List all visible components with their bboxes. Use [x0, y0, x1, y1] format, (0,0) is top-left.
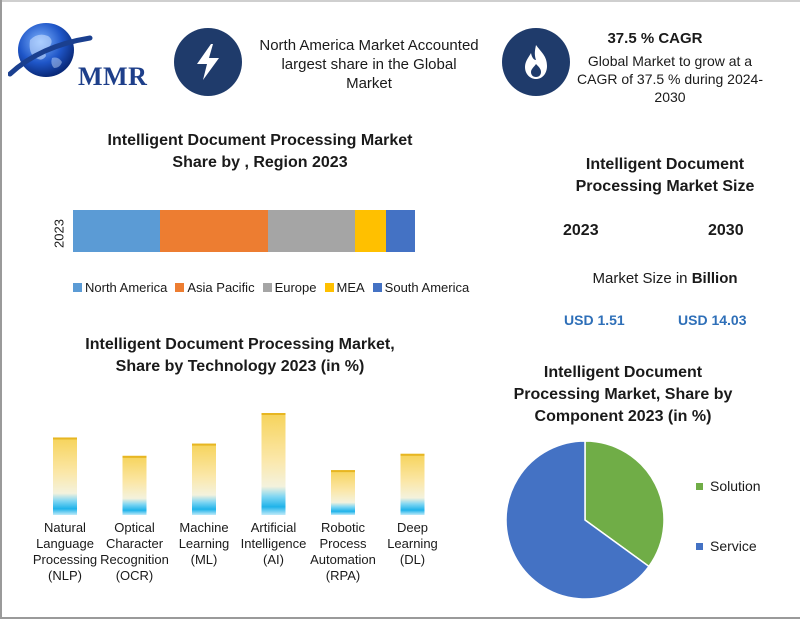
legend-swatch [73, 283, 82, 292]
region-segment-south-america [385, 210, 415, 252]
legend-label: North America [85, 280, 168, 295]
technology-bar-cap [122, 455, 147, 458]
region-segment-mea [355, 210, 386, 252]
technology-label-line: Natural [44, 520, 86, 535]
unit-prefix: Market Size in [592, 270, 692, 287]
technology-label-line: (ML) [190, 552, 218, 567]
legend-item-europe: Europe [262, 280, 317, 295]
technology-bar-cap [53, 437, 77, 440]
technology-label-line: Processing [32, 552, 98, 567]
technology-bar [53, 437, 77, 515]
legend-label: Asia Pacific [187, 280, 255, 295]
technology-category-label: Natural Language Processing (NLP) [27, 520, 103, 584]
pie-legend-solution: Solution [696, 478, 761, 494]
technology-bar-cap [400, 453, 425, 456]
legend-swatch [372, 283, 382, 292]
legend-item-south-america: South America [372, 280, 470, 295]
cagr-title: 37.5 % CAGR [607, 30, 703, 47]
component-pie-chart [505, 440, 665, 600]
legend-label: MEA [336, 280, 365, 295]
flame-icon [502, 28, 570, 96]
technology-label-line: (RPA) [325, 568, 361, 583]
technology-bar [261, 413, 286, 515]
solution-swatch [696, 482, 703, 490]
technology-label-line: Character [105, 536, 164, 551]
market-size-title: Intelligent Document Processing Market S… [575, 156, 755, 195]
component-chart-title: Intelligent Document Processing Market, … [513, 364, 733, 425]
technology-category-label: Artificial Intelligence (AI) [236, 520, 312, 568]
technology-category-label: Robotic Process Automation (RPA) [305, 520, 381, 584]
legend-item-north-america: North America [73, 280, 167, 295]
technology-label-line: Learning [387, 536, 438, 551]
pie-legend-service: Service [696, 538, 757, 554]
legend-label: South America [384, 280, 470, 295]
technology-bar-cap [192, 443, 216, 446]
region-segment-north-america [73, 210, 161, 252]
technology-label-line: Learning [178, 536, 230, 551]
region-stacked-bar [73, 210, 415, 252]
service-label: Service [710, 538, 757, 554]
service-swatch [696, 542, 703, 550]
market-note: North America Market Accounted largest s… [259, 37, 479, 92]
solution-label: Solution [710, 478, 761, 494]
region-segment-asia-pacific [160, 210, 268, 252]
top-divider [0, 0, 800, 2]
technology-label-line: Language [36, 536, 94, 551]
lightning-icon [174, 28, 242, 96]
technology-bar [122, 455, 147, 515]
technology-bar [331, 470, 355, 515]
legend-item-asia-pacific: Asia Pacific [175, 280, 255, 295]
technology-label-line: Artificial [250, 520, 297, 535]
technology-label-line: Automation [310, 552, 376, 567]
technology-label-line: Intelligence [240, 536, 307, 551]
technology-label-line: Process [319, 536, 367, 551]
technology-label-line: Machine [179, 520, 229, 535]
technology-bar-cap [331, 470, 355, 473]
technology-label-line: Optical [114, 520, 155, 535]
technology-label-line: (NLP) [48, 568, 82, 583]
year-2023: 2023 [563, 222, 599, 239]
technology-category-label: Optical Character Recognition (OCR) [97, 520, 173, 584]
technology-label-line: (AI) [263, 552, 284, 567]
logo-text: MMR [78, 62, 148, 91]
legend-item-mea: MEA [324, 280, 365, 295]
cagr-description: Global Market to grow at a CAGR of 37.5 … [577, 53, 763, 105]
region-year-text: 2023 [51, 219, 67, 248]
technology-category-label: Machine Learning (ML) [166, 520, 242, 568]
technology-bar-chart [53, 413, 425, 515]
technology-bar [400, 453, 425, 515]
technology-chart-title: Intelligent Document Processing Market, … [85, 336, 395, 375]
unit-bold: Billion [691, 270, 738, 287]
legend-swatch [175, 283, 185, 292]
market-size-unit: Market Size in Billion [565, 270, 765, 287]
legend-swatch [324, 283, 334, 292]
technology-label-line: Recognition [100, 552, 169, 567]
region-year-label: 2023 [47, 214, 73, 254]
technology-label-line: (OCR) [115, 568, 154, 583]
brand-logo: MMR [7, 16, 158, 91]
region-segment-europe [267, 210, 356, 252]
value-2030: USD 14.03 [678, 312, 747, 328]
technology-label-line: (DL) [399, 552, 426, 567]
pie-slice-solution [584, 440, 665, 568]
technology-label-line: Deep [396, 520, 429, 535]
technology-category-label: Deep Learning (DL) [375, 520, 451, 568]
legend-swatch [262, 283, 272, 292]
year-2030: 2030 [708, 222, 744, 239]
legend-label: Europe [274, 280, 317, 295]
technology-bar [192, 443, 216, 515]
region-legend: North America Asia Pacific Europe MEA South … [73, 280, 477, 295]
value-2023: USD 1.51 [564, 312, 625, 328]
globe-icon [7, 23, 93, 77]
pie-slice-service [505, 440, 650, 600]
region-chart-title: Intelligent Document Processing Market S… [107, 132, 413, 171]
technology-label-line: Robotic [320, 520, 366, 535]
technology-bar-cap [261, 413, 286, 415]
